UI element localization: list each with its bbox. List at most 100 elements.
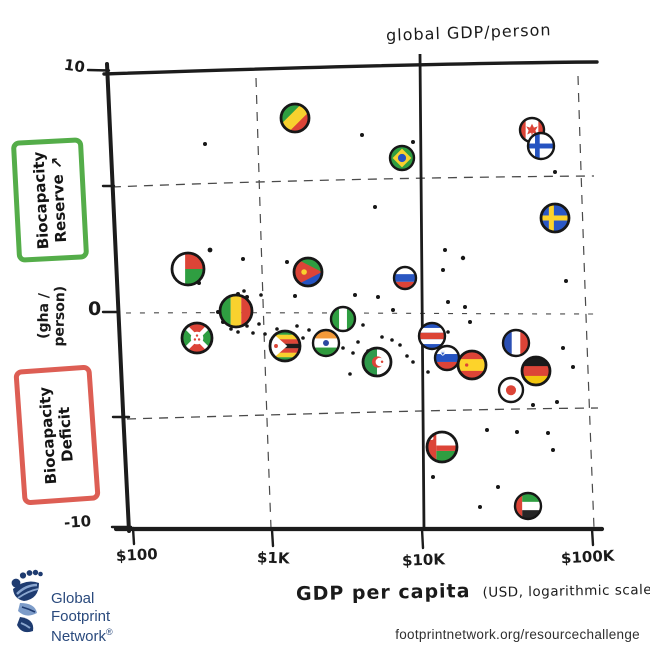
flag-point-madagascar — [170, 251, 206, 287]
minor-country-dot — [373, 205, 377, 209]
minor-country-dot — [441, 268, 445, 272]
minor-country-dot — [431, 475, 435, 479]
y-unit-line1: (gha / — [35, 292, 53, 340]
flag-point-spain — [456, 349, 488, 381]
flag-point-brazil — [388, 144, 416, 172]
x-axis-title-main: GDP per capita — [295, 580, 471, 606]
flag-point-nigeria — [329, 305, 357, 333]
minor-country-dot — [263, 332, 267, 336]
minor-country-dot — [360, 133, 364, 137]
flag-point-uae — [513, 491, 543, 521]
gfn-logo: Global Footprint Network® — [8, 566, 113, 646]
flag-point-russia — [392, 265, 418, 291]
minor-country-dot — [285, 260, 289, 264]
minor-country-dot — [478, 505, 482, 509]
minor-country-dot — [443, 248, 447, 252]
minor-country-dot — [295, 324, 299, 328]
minor-country-dot — [348, 372, 352, 376]
minor-country-dot — [257, 322, 261, 326]
flag-point-zimbabwe — [268, 329, 302, 363]
minor-country-dot — [485, 428, 489, 432]
reserve-label: Biocapacity Reserve ↗ — [29, 151, 71, 250]
minor-country-dot — [301, 336, 305, 340]
reserve-box: Biocapacity Reserve ↗ — [10, 137, 90, 263]
flag-point-slovenia — [433, 344, 461, 372]
minor-country-dot — [241, 257, 245, 261]
minor-country-dot — [405, 354, 409, 358]
minor-country-dot — [307, 328, 311, 332]
x-tick-1k: $1K — [256, 548, 290, 568]
minor-country-dot — [203, 142, 207, 146]
flag-point-burundi — [180, 321, 214, 355]
minor-country-dot — [564, 279, 568, 283]
minor-country-dot — [553, 170, 557, 174]
x-tick-100: $100 — [115, 544, 159, 566]
flag-point-france — [501, 328, 531, 358]
minor-country-dot — [361, 323, 365, 327]
y-tick-neg10: -10 — [63, 512, 92, 532]
reserve-arrow-icon: ↗ — [47, 156, 67, 170]
gfn-logo-text: Global Footprint Network® — [51, 590, 113, 645]
minor-country-dot — [293, 294, 297, 298]
flag-point-sweden — [539, 202, 571, 234]
deficit-box: Biocapacity Deficit — [13, 364, 101, 506]
minor-country-dot — [561, 346, 565, 350]
x-axis-title-sub: (USD, logarithmic scale) — [482, 581, 650, 601]
flag-point-india — [311, 328, 341, 358]
minor-country-dot — [351, 351, 355, 355]
minor-country-dot — [460, 255, 466, 261]
minor-country-dot — [356, 340, 360, 344]
x-tick-10k: $10K — [401, 550, 446, 570]
flag-point-costa_rica — [417, 321, 447, 351]
minor-country-dot — [391, 308, 395, 312]
minor-country-dot — [376, 295, 380, 299]
minor-country-dot — [207, 247, 213, 253]
flag-point-congo — [279, 102, 311, 134]
global-gdp-reference-line — [418, 53, 426, 532]
minor-country-dot — [496, 485, 500, 489]
minor-country-dot — [380, 335, 384, 339]
minor-country-dot — [571, 365, 575, 369]
minor-country-dot — [229, 327, 233, 331]
minor-country-dot — [341, 346, 345, 350]
footer-url[interactable]: footprintnetwork.org/resourcechallenge — [395, 627, 640, 642]
flag-points — [170, 102, 571, 521]
flag-point-mali — [218, 293, 254, 329]
flag-point-oman — [425, 430, 459, 464]
registered-mark: ® — [106, 626, 113, 637]
minor-country-dot — [390, 338, 394, 342]
minor-country-dot — [275, 327, 279, 331]
minor-country-dot — [515, 430, 519, 434]
minor-country-dot — [468, 320, 472, 324]
deficit-label: Biocapacity Deficit — [35, 386, 77, 486]
y-tick-10: 10 — [62, 55, 87, 77]
y-unit-line2: person) — [51, 285, 69, 347]
minor-country-dot — [251, 331, 255, 335]
minor-country-dot — [259, 293, 263, 297]
x-tick-100k: $100K — [560, 546, 615, 568]
minor-country-dot — [398, 343, 402, 347]
minor-country-dot — [555, 400, 559, 404]
minor-country-dot — [411, 360, 415, 364]
minor-country-dot — [446, 300, 450, 304]
minor-country-dot — [236, 330, 240, 334]
minor-country-dot — [426, 370, 430, 374]
gridlines — [111, 75, 600, 529]
minor-country-dot — [353, 293, 357, 297]
flag-point-japan — [497, 376, 525, 404]
flag-point-eritrea — [292, 256, 324, 288]
footprint-icon — [11, 569, 43, 633]
flag-point-germany — [520, 355, 552, 387]
minor-country-dot — [551, 448, 555, 452]
minor-country-dot — [531, 403, 535, 407]
axes — [86, 60, 605, 550]
minor-country-dots — [197, 133, 575, 509]
minor-country-dot — [463, 305, 467, 309]
y-tick-0: 0 — [88, 298, 102, 320]
minor-country-dot — [446, 330, 450, 334]
flag-point-algeria — [361, 346, 393, 378]
y-axis-unit-label: (gha / person) — [35, 264, 69, 369]
flag-point-finland — [526, 131, 556, 161]
